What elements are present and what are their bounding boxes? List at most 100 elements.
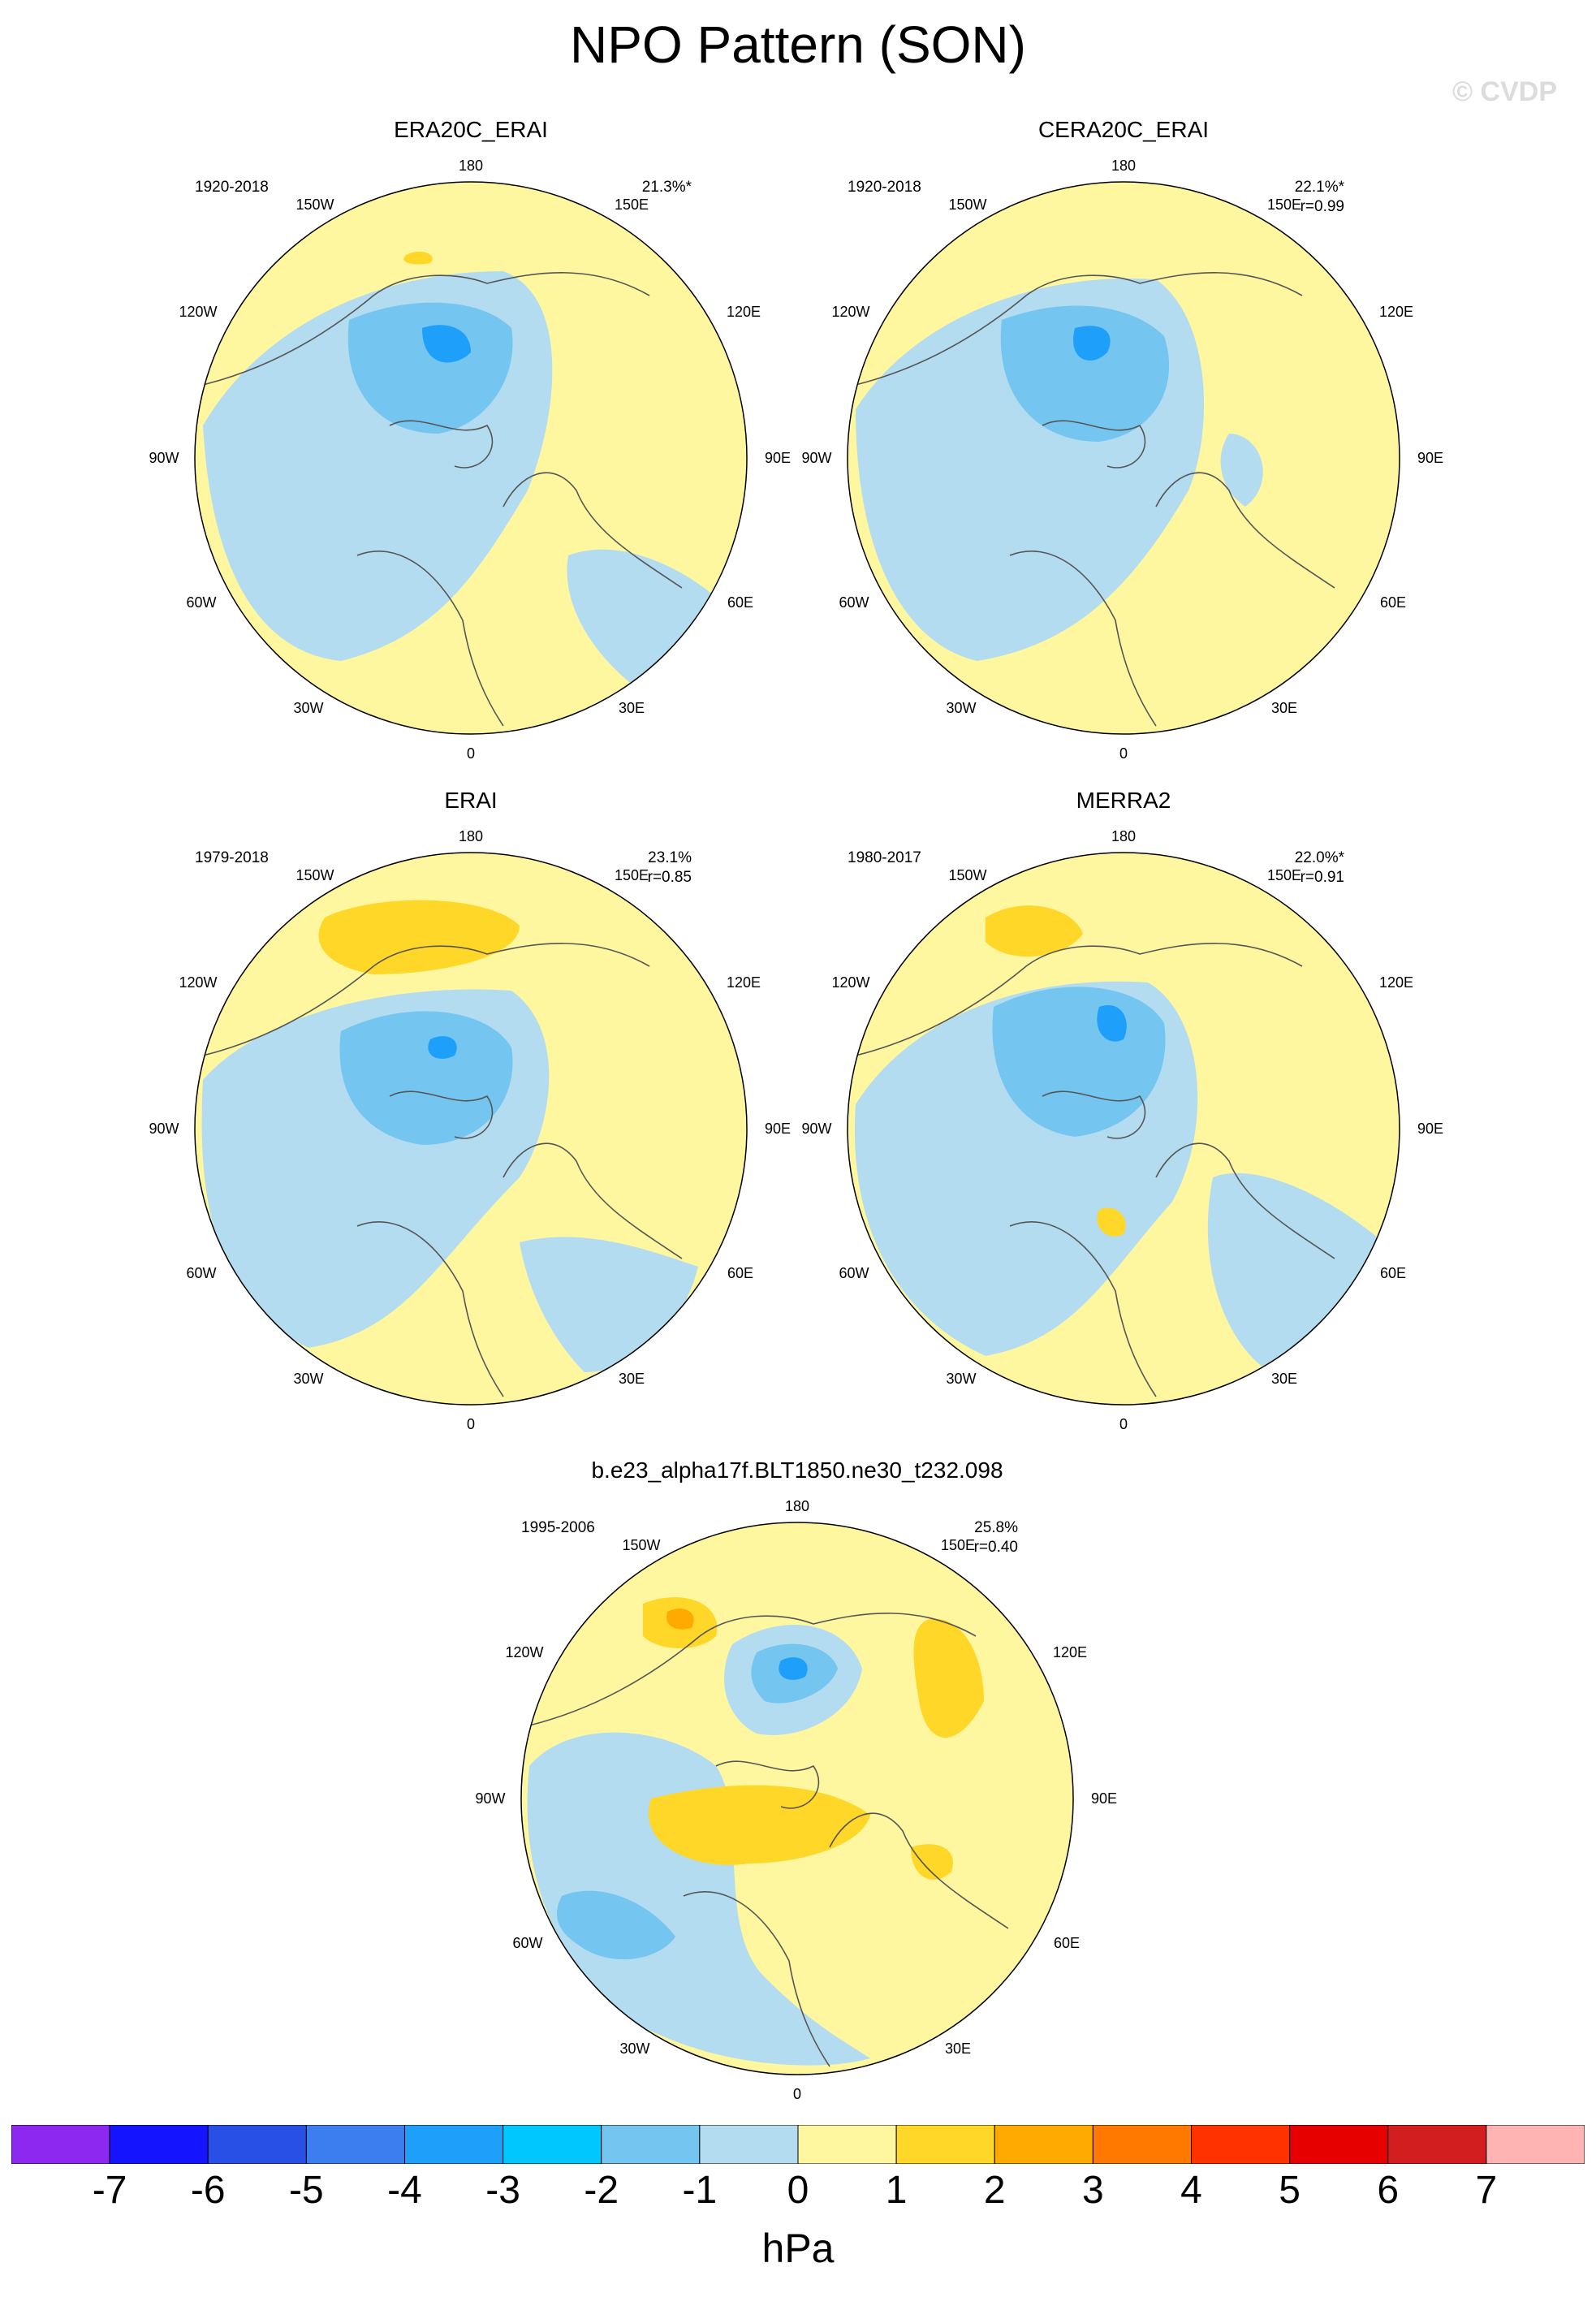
longitude-label-120e: 120E — [1379, 974, 1413, 991]
colorbar-box — [1289, 2124, 1389, 2165]
longitude-label-120w: 120W — [179, 304, 217, 320]
longitude-label-30e: 30E — [619, 1371, 645, 1387]
map-panel-era20c-erai: 180 150W 150E 120W 120E 90W 90E 60W 60E 30W 30E 0 19… — [106, 117, 836, 767]
positive-anomaly-contour — [666, 1609, 694, 1630]
longitude-label-120w: 120W — [831, 304, 869, 320]
colorbar-box — [1092, 2124, 1192, 2165]
longitude-label-30w: 30W — [946, 1371, 976, 1387]
colorbar-units: hPa — [761, 2226, 835, 2271]
colorbar-box — [895, 2124, 995, 2165]
coastline — [389, 420, 494, 469]
longitude-label-120e: 120E — [1053, 1644, 1087, 1660]
longitude-label-0: 0 — [1119, 1416, 1128, 1432]
longitude-label-90w: 90W — [475, 1790, 505, 1807]
figure-title: NPO Pattern (SON) — [570, 15, 1026, 74]
positive-anomaly-contour — [911, 1844, 953, 1880]
longitude-label-180: 180 — [785, 1498, 809, 1514]
variance-explained: 22.1%* — [1295, 179, 1345, 196]
variance-explained: 21.3%* — [642, 179, 692, 196]
longitude-label-150w: 150W — [295, 867, 334, 883]
longitude-label-90w: 90W — [801, 450, 831, 466]
longitude-label-90w: 90W — [149, 450, 179, 466]
longitude-label-120e: 120E — [1379, 304, 1413, 320]
coastline — [829, 1812, 1009, 1929]
positive-anomaly-contour — [648, 1785, 870, 1865]
longitude-label-150e: 150E — [1267, 196, 1301, 213]
longitude-label-0: 0 — [467, 745, 475, 762]
colorbar-tick-label: -3 — [485, 2169, 520, 2212]
pattern-correlation: r=0.85 — [648, 869, 692, 886]
longitude-label-60w: 60W — [839, 594, 869, 611]
copyright-watermark: © CVDP — [1452, 76, 1557, 107]
map-panel-erai: 180 150W 150E 120W 120E 90W 90E 60W 60E 30W 30E 0 19… — [106, 788, 836, 1437]
longitude-label-120w: 120W — [505, 1644, 543, 1660]
colorbar-box — [1486, 2124, 1585, 2165]
positive-anomaly-contour — [403, 251, 433, 265]
negative-anomaly-contour — [1220, 434, 1263, 507]
coastline — [715, 1760, 820, 1809]
longitude-label-150e: 150E — [615, 867, 649, 883]
colorbar-tick-label: 5 — [1279, 2169, 1301, 2212]
map-panel-model-simulation: 180 150W 150E 120W 120E 90W 90E 60W 60E 30W 30E 0 19… — [432, 1457, 1162, 2107]
positive-anomaly-contour — [913, 1618, 984, 1738]
map-boundary — [194, 852, 748, 1406]
pattern-correlation: r=0.99 — [1301, 198, 1344, 215]
polar-map: 180 150W 150E 120W 120E 90W 90E 60W 60E 30W 30E 0 19… — [149, 158, 791, 762]
coastline — [1042, 1090, 1146, 1139]
polar-map: 180 150W 150E 120W 120E 90W 90E 60W 60E 30W 30E 0 19… — [475, 1498, 1117, 2102]
coastline — [855, 272, 1303, 386]
colorbar-tick-label: 6 — [1377, 2169, 1400, 2212]
longitude-label-60w: 60W — [839, 1265, 869, 1281]
longitude-label-30e: 30E — [619, 700, 645, 716]
longitude-label-120e: 120E — [727, 974, 761, 991]
year-range: 1920-2018 — [195, 179, 269, 196]
negative-anomaly-contour — [779, 1657, 808, 1680]
longitude-label-60e: 60E — [727, 1265, 753, 1281]
negative-anomaly-contour — [1073, 326, 1111, 361]
longitude-label-60w: 60W — [186, 1265, 216, 1281]
map-panel-cera20c-erai: 180 150W 150E 120W 120E 90W 90E 60W 60E 30W 30E 0 19… — [758, 117, 1489, 767]
colorbar-tick-label: -5 — [289, 2169, 324, 2212]
coastline — [503, 472, 683, 589]
map-boundary — [520, 1522, 1074, 2075]
longitude-label-180: 180 — [459, 158, 483, 174]
colorbar-box — [994, 2124, 1093, 2165]
longitude-label-60e: 60E — [727, 594, 753, 611]
longitude-label-150w: 150W — [948, 196, 986, 213]
colorbar-tick-label: -1 — [682, 2169, 718, 2212]
coastline — [855, 943, 1303, 1056]
longitude-label-90e: 90E — [1417, 450, 1443, 466]
longitude-label-90w: 90W — [149, 1121, 179, 1137]
panel-title: CERA20C_ERAI — [1037, 117, 1210, 142]
polar-map: 180 150W 150E 120W 120E 90W 90E 60W 60E 30W 30E 0 19… — [149, 828, 791, 1432]
colorbar-box — [109, 2124, 209, 2165]
variance-explained: 25.8% — [974, 1519, 1018, 1536]
positive-anomaly-contour — [318, 900, 520, 974]
longitude-label-90e: 90E — [1417, 1121, 1443, 1137]
longitude-label-90w: 90W — [801, 1121, 831, 1137]
longitude-label-60e: 60E — [1380, 594, 1406, 611]
longitude-label-60e: 60E — [1380, 1265, 1406, 1281]
longitude-label-120e: 120E — [727, 304, 761, 320]
negative-anomaly-contour — [428, 1036, 457, 1059]
map-boundary — [194, 181, 748, 735]
longitude-label-90e: 90E — [1091, 1790, 1117, 1807]
longitude-label-90e: 90E — [765, 1121, 791, 1137]
colorbar-tick-label: 7 — [1475, 2169, 1498, 2212]
coastline — [356, 1221, 504, 1397]
colorbar-box — [207, 2124, 307, 2165]
colorbar-tick-label: 0 — [787, 2169, 809, 2212]
colorbar-swatches — [11, 2124, 1585, 2165]
colorbar-box — [797, 2124, 897, 2165]
map-panel-merra2: 180 150W 150E 120W 120E 90W 90E 60W 60E 30W 30E 0 19… — [758, 788, 1489, 1437]
colorbar-tick-label: 3 — [1082, 2169, 1104, 2212]
colorbar — [11, 2124, 1585, 2165]
positive-anomaly-contour — [986, 905, 1083, 957]
pattern-correlation: r=0.40 — [974, 1539, 1018, 1556]
map-boundary — [847, 181, 1400, 735]
colorbar-tick-label: -7 — [92, 2169, 127, 2212]
year-range: 1980-2017 — [848, 849, 921, 866]
negative-anomaly-contour — [557, 1890, 675, 1960]
longitude-label-150w: 150W — [622, 1537, 660, 1553]
coastline — [202, 272, 650, 386]
